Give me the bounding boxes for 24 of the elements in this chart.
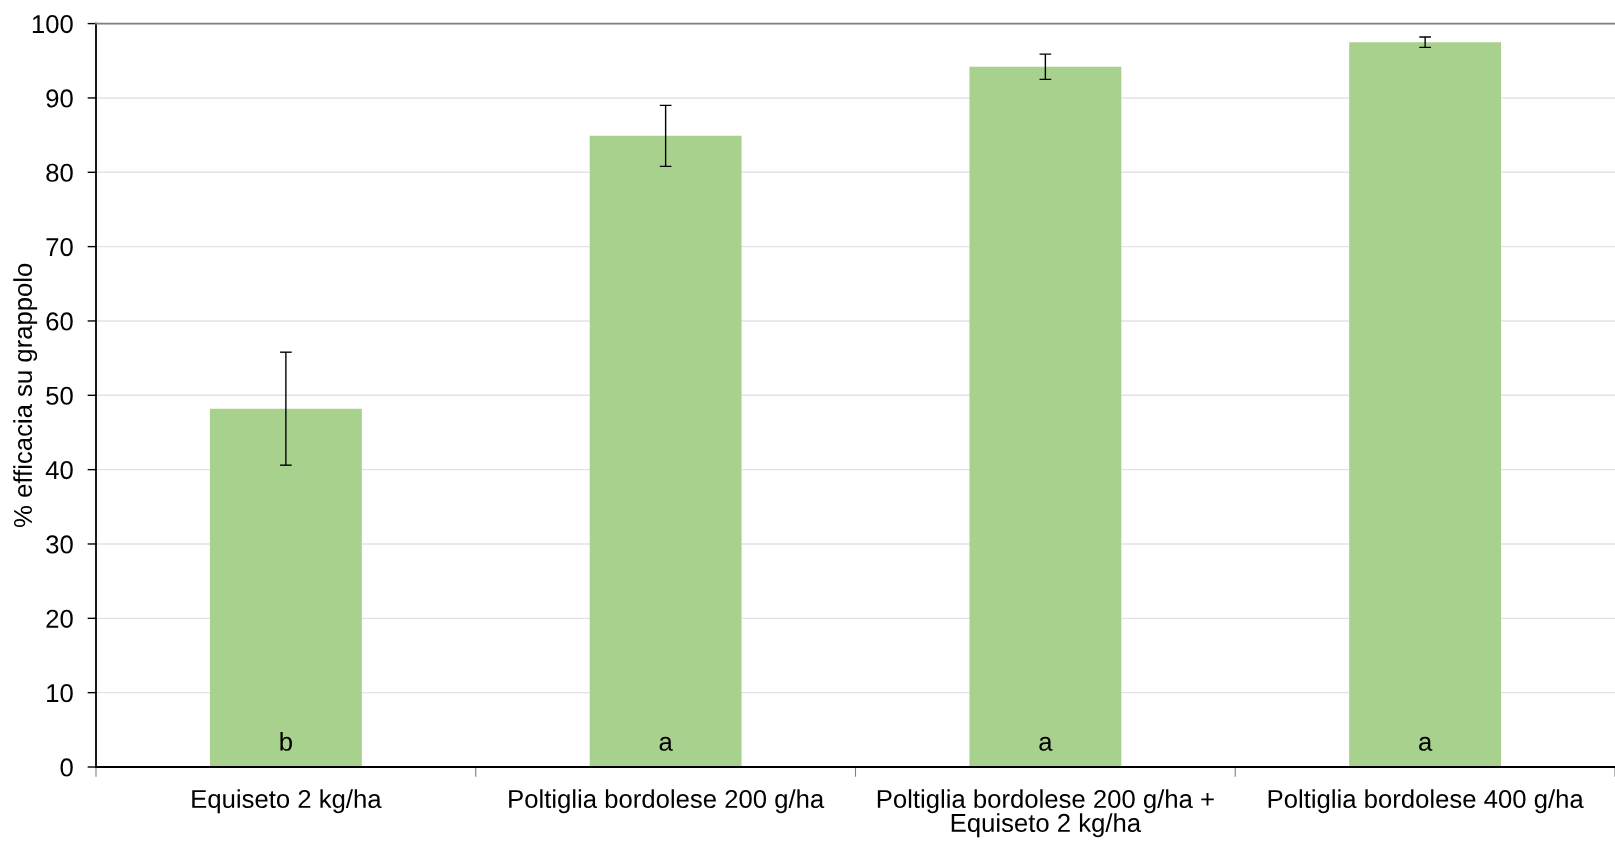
y-tick-label: 60 — [46, 312, 73, 331]
x-tick-label: Equiseto 2 kg/ha — [192, 789, 382, 814]
annotation: a — [1419, 736, 1433, 751]
annotation: a — [1039, 736, 1053, 751]
bar — [969, 66, 1122, 767]
y-tick-label: 90 — [46, 89, 73, 108]
y-tick-label: 100 — [32, 14, 73, 34]
y-tick-label: 50 — [46, 386, 73, 405]
annotation: a — [659, 736, 673, 751]
bar — [209, 408, 362, 767]
y-tick-label: 0 — [60, 758, 73, 777]
bar — [589, 135, 742, 767]
y-axis-title: % efficacia su grappolo — [13, 263, 38, 527]
y-tick-label: 30 — [46, 535, 73, 554]
bar — [1349, 42, 1502, 767]
y-tick-label: 80 — [46, 163, 73, 182]
y-tick-label: 70 — [46, 237, 73, 257]
y-tick-label: 40 — [45, 461, 73, 480]
annotation: b — [280, 731, 292, 751]
x-tick-label: Poltiglia bordolese 200 g/ha — [509, 789, 825, 814]
y-tick-label: 10 — [47, 684, 73, 703]
x-tick-label: Poltiglia bordolese 200 g/ha + Equiseto 2 kg/ha — [877, 789, 1214, 838]
x-tick-label: Poltiglia bordolese 400 g/ha — [1268, 789, 1584, 814]
y-tick-label: 20 — [46, 609, 73, 628]
